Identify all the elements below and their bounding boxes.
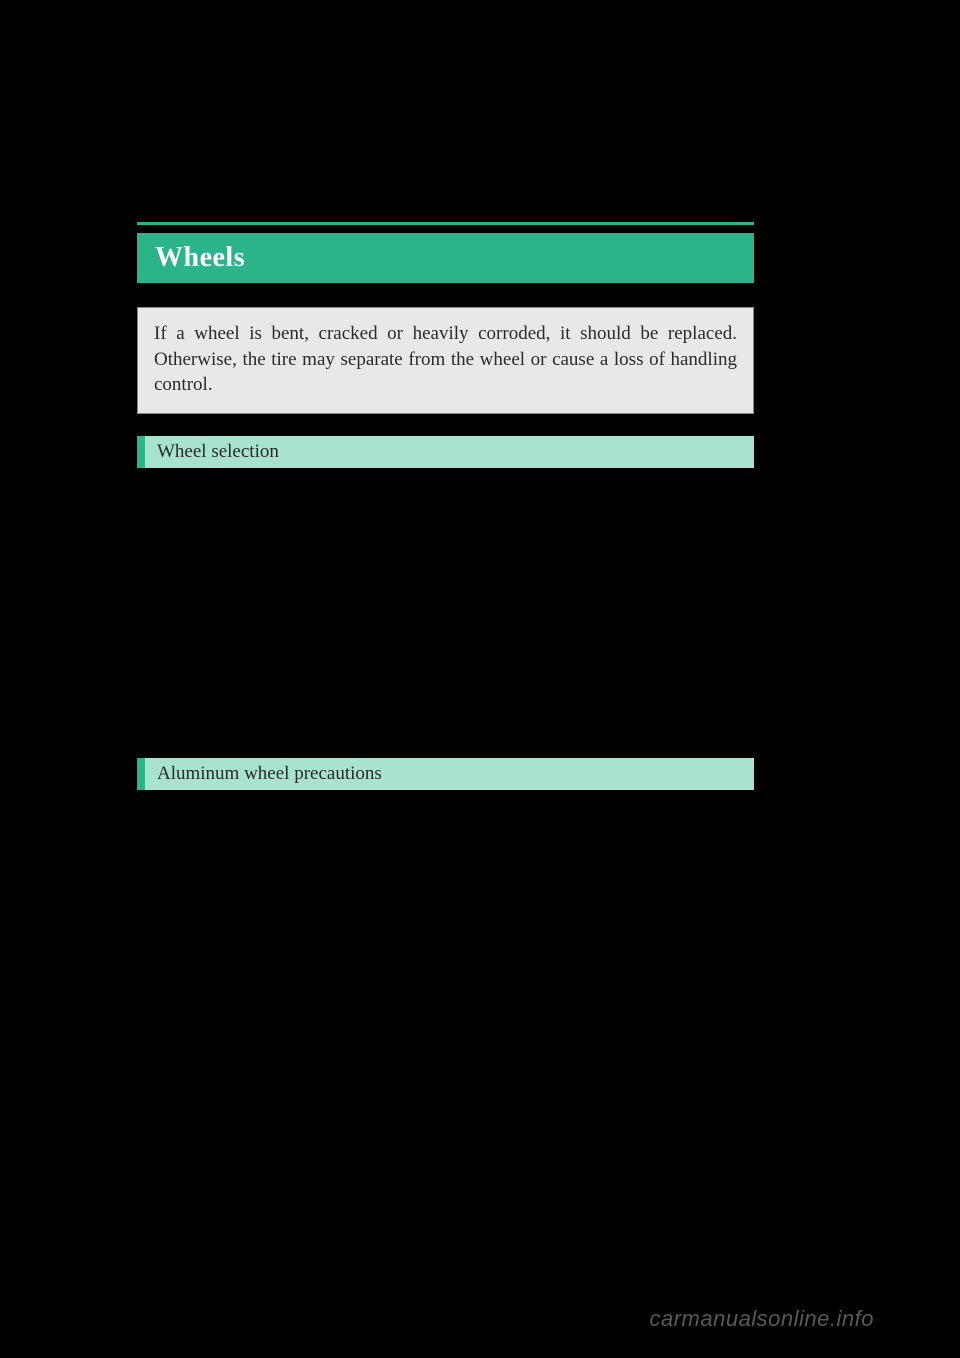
description-text: If a wheel is bent, cracked or heavily c… bbox=[154, 321, 737, 398]
section-header-wheel-selection: Wheel selection bbox=[137, 436, 754, 468]
section-header-aluminum-precautions: Aluminum wheel precautions bbox=[137, 758, 754, 790]
page-content: Wheels If a wheel is bent, cracked or he… bbox=[137, 222, 754, 790]
watermark-text: carmanualsonline.info bbox=[649, 1306, 874, 1332]
section-label-first: Wheel selection bbox=[157, 441, 279, 462]
title-bar: Wheels bbox=[137, 233, 754, 283]
top-divider-line bbox=[137, 222, 754, 225]
page-title: Wheels bbox=[155, 242, 245, 273]
section-label-second: Aluminum wheel precautions bbox=[157, 763, 382, 784]
description-box: If a wheel is bent, cracked or heavily c… bbox=[137, 307, 754, 414]
